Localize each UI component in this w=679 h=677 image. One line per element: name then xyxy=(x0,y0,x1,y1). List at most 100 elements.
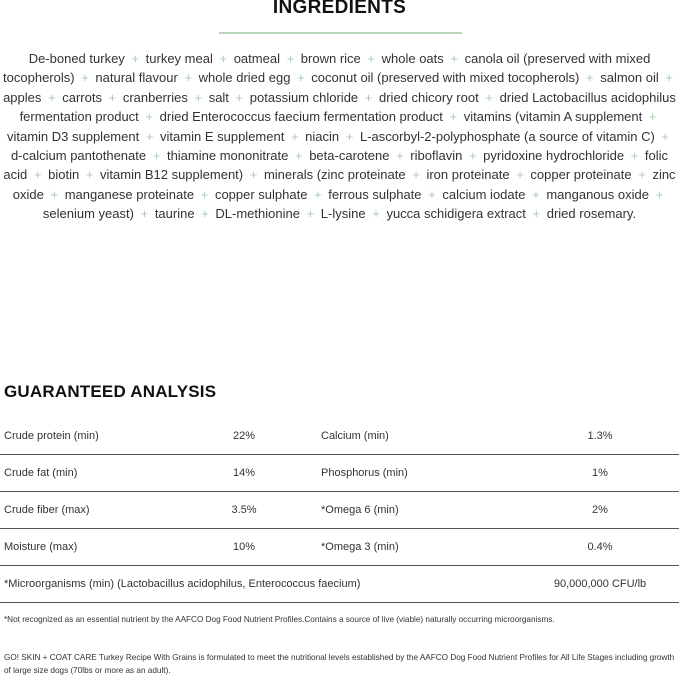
ingredient-item: yucca schidigera extract xyxy=(386,206,526,222)
nutrient-label: Crude fiber (max) xyxy=(4,504,90,516)
ingredient-item: folic acid xyxy=(3,148,669,183)
plus-separator-icon: + xyxy=(108,89,117,105)
ingredient-item: beta-carotene xyxy=(309,148,390,164)
ingredient-item: zinc oxide xyxy=(12,167,676,202)
plus-separator-icon: + xyxy=(314,186,322,202)
nutrient-value: 14% xyxy=(232,467,256,479)
ingredient-item: dried Lactobacillus acidophilus fermenta… xyxy=(19,89,676,125)
row-label: *Microorganisms (min) (Lactobacillus aci… xyxy=(4,578,361,590)
ingredient-item: selenium yeast) xyxy=(42,206,134,222)
plus-separator-icon: + xyxy=(81,70,89,86)
plus-separator-icon: + xyxy=(364,89,373,105)
plus-separator-icon: + xyxy=(194,89,203,105)
ingredient-item: biotin xyxy=(48,167,80,183)
ingredient-item: pyridoxine hydrochloride xyxy=(483,148,625,164)
ingredient-item: brown rice xyxy=(300,51,361,66)
table-row: Crude protein (min) 22% Calcium (min) 1.3% xyxy=(0,418,679,455)
aafco-statement: GO! SKIN + COAT CARE Turkey Recipe With … xyxy=(4,653,675,675)
analysis-title: GUARANTEED ANALYSIS xyxy=(4,382,217,401)
nutrient-value: 1% xyxy=(592,467,608,479)
ingredient-item: copper sulphate xyxy=(214,186,308,202)
ingredient-item: manganese proteinate xyxy=(64,186,195,202)
ingredient-item: thiamine mononitrate xyxy=(166,148,289,164)
plus-separator-icon: + xyxy=(449,109,458,125)
plus-separator-icon: + xyxy=(450,51,458,66)
plus-separator-icon: + xyxy=(665,70,673,86)
plus-separator-icon: + xyxy=(219,51,228,66)
ingredient-item: coconut oil (preserved with mixed tocoph… xyxy=(311,70,580,86)
plus-separator-icon: + xyxy=(131,51,140,66)
table-row-microorganisms: *Microorganisms (min) (Lactobacillus aci… xyxy=(0,566,679,603)
table-row: Crude fat (min) 14% Phosphorus (min) 1% xyxy=(0,455,679,492)
ingredient-item: L-lysine xyxy=(320,206,366,222)
ingredient-item: vitamin B12 supplement) xyxy=(100,167,244,183)
plus-separator-icon: + xyxy=(372,206,380,222)
plus-separator-icon: + xyxy=(655,186,664,202)
nutrient-label: Moisture (max) xyxy=(4,541,78,553)
plus-separator-icon: + xyxy=(200,186,209,202)
plus-separator-icon: + xyxy=(145,128,154,144)
ingredient-item: ferrous sulphate xyxy=(328,186,422,202)
ingredient-item: taurine xyxy=(154,206,195,222)
plus-separator-icon: + xyxy=(532,206,541,222)
ingredient-item: copper proteinate xyxy=(530,167,632,183)
ingredient-item: canola oil (preserved with mixed tocophe… xyxy=(3,51,651,86)
plus-separator-icon: + xyxy=(345,128,354,144)
plus-separator-icon: + xyxy=(638,167,646,183)
analysis-table: Crude protein (min) 22% Calcium (min) 1.3% C… xyxy=(0,418,679,603)
plus-separator-icon: + xyxy=(306,206,315,222)
nutrient-value: 1.3% xyxy=(587,430,613,442)
plus-separator-icon: + xyxy=(184,70,193,86)
nutrient-value: 3.5% xyxy=(231,504,257,516)
row-value: 90,000,000 CFU/lb xyxy=(553,578,647,590)
nutrient-label: *Omega 6 (min) xyxy=(321,504,399,516)
plus-separator-icon: + xyxy=(50,186,59,202)
plus-separator-icon: + xyxy=(152,148,161,164)
ingredient-item: vitamin E supplement xyxy=(160,128,285,144)
ingredient-item: iron proteinate xyxy=(426,167,510,183)
plus-separator-icon: + xyxy=(286,51,295,66)
ingredient-item: apples xyxy=(3,89,42,105)
ingredient-item: natural flavour xyxy=(95,70,178,86)
plus-separator-icon: + xyxy=(648,109,657,125)
plus-separator-icon: + xyxy=(485,89,493,105)
ingredient-item: oatmeal xyxy=(233,51,280,66)
ingredient-item: whole oats xyxy=(381,51,444,66)
ingredient-item: riboflavin xyxy=(410,148,463,164)
nutrient-label: Calcium (min) xyxy=(321,430,389,442)
plus-separator-icon: + xyxy=(33,167,42,183)
plus-separator-icon: + xyxy=(468,148,477,164)
plus-separator-icon: + xyxy=(412,167,420,183)
ingredient-item: salmon oil xyxy=(600,70,659,86)
ingredient-item: salt xyxy=(208,89,229,105)
nutrient-value: 0.4% xyxy=(587,541,613,553)
ingredient-item: turkey meal xyxy=(145,51,213,66)
footnote: *Not recognized as an essential nutrient… xyxy=(4,615,555,624)
ingredient-item: minerals (zinc proteinate xyxy=(263,167,406,183)
plus-separator-icon: + xyxy=(48,89,56,105)
nutrient-label: Crude protein (min) xyxy=(4,430,99,442)
ingredient-item: De-boned turkey xyxy=(28,51,125,66)
ingredient-item: dried rosemary. xyxy=(546,206,637,222)
ingredient-item: cranberries xyxy=(122,89,188,105)
plus-separator-icon: + xyxy=(201,206,209,222)
plus-separator-icon: + xyxy=(532,186,540,202)
plus-separator-icon: + xyxy=(428,186,436,202)
table-row: Crude fiber (max) 3.5% *Omega 6 (min) 2% xyxy=(0,492,679,529)
ingredient-item: niacin xyxy=(305,128,340,144)
ingredients-list: De-boned turkey + turkey meal + oatmeal … xyxy=(2,49,677,224)
plus-separator-icon: + xyxy=(249,167,258,183)
plus-separator-icon: + xyxy=(235,89,244,105)
plus-separator-icon: + xyxy=(297,70,305,86)
plus-separator-icon: + xyxy=(290,128,299,144)
ingredient-item: carrots xyxy=(62,89,102,105)
ingredient-item: potassium chloride xyxy=(249,89,359,105)
ingredient-item: L-ascorbyl-2-polyphosphate (a source of … xyxy=(359,128,655,144)
ingredient-item: d-calcium pantothenate xyxy=(10,148,147,164)
nutrient-value: 2% xyxy=(592,504,608,516)
plus-separator-icon: + xyxy=(140,206,149,222)
plus-separator-icon: + xyxy=(661,128,670,144)
plus-separator-icon: + xyxy=(396,148,404,164)
nutrient-value: 22% xyxy=(232,430,256,442)
ingredient-item: dried chicory root xyxy=(379,89,479,105)
